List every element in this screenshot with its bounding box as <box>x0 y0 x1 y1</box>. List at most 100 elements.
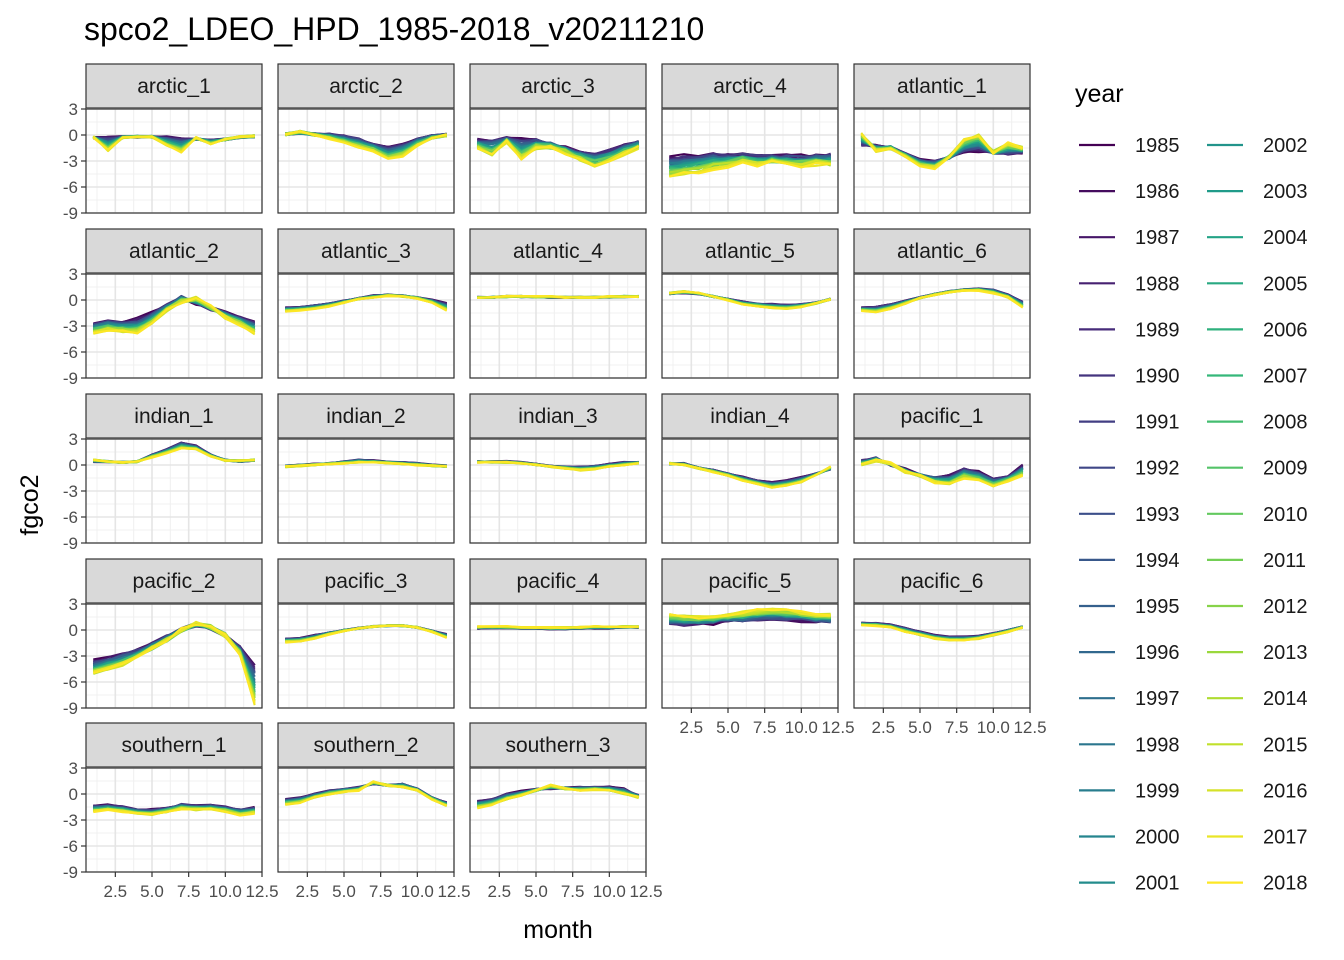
series-line-2018 <box>860 133 1024 171</box>
y-tick-label: -6 <box>63 673 78 692</box>
legend-label: 2011 <box>1263 550 1306 572</box>
facet-strip <box>469 228 647 274</box>
y-tick-label: -6 <box>63 508 78 527</box>
facet-strip <box>853 63 1031 109</box>
panel-border <box>661 438 839 544</box>
x-tick-label: 2.5 <box>680 718 704 737</box>
legend-item-1987: 1987 <box>1079 227 1180 249</box>
x-tick-label: 10.0 <box>401 882 434 901</box>
facet-strip-label: atlantic_4 <box>513 240 603 263</box>
series-lines <box>477 459 639 472</box>
panel-border <box>277 438 455 544</box>
legend-label: 2005 <box>1263 273 1308 295</box>
legend-label: 2010 <box>1263 504 1308 526</box>
facet-strip-label: indian_2 <box>326 405 405 428</box>
facet-strip <box>85 63 263 109</box>
facet-strip-label: atlantic_6 <box>897 240 987 263</box>
y-tick-label: -9 <box>63 204 78 223</box>
x-tick-label: 5.0 <box>908 718 932 737</box>
x-tick-label: 10.0 <box>593 882 626 901</box>
facet-strip <box>469 558 647 604</box>
facet-strip <box>85 228 263 274</box>
y-tick-label: 0 <box>69 785 78 804</box>
facet-strip-label: arctic_2 <box>329 75 403 98</box>
facet-strip <box>853 228 1031 274</box>
legend-item-1999: 1999 <box>1079 780 1180 802</box>
legend-label: 2009 <box>1263 458 1308 480</box>
x-tick-label: 5.0 <box>524 882 548 901</box>
facet-atlantic_2: atlantic_2 3 0 -3 -6 -9 <box>63 228 263 388</box>
legend-item-2002: 2002 <box>1207 135 1308 157</box>
facet-strip-label: atlantic_2 <box>129 240 219 263</box>
series-line-2018 <box>860 458 1024 487</box>
panel-border <box>277 273 455 379</box>
facet-strip <box>661 63 839 109</box>
legend-label: 2017 <box>1263 827 1308 849</box>
facet-strip <box>277 228 455 274</box>
series-line-2018 <box>477 294 639 299</box>
facet-strip <box>277 558 455 604</box>
legend-label: 1988 <box>1135 273 1180 295</box>
legend-item-2009: 2009 <box>1207 458 1308 480</box>
facet-strip-label: pacific_3 <box>325 570 408 593</box>
facet-strip-label: atlantic_3 <box>321 240 411 263</box>
x-tick-label: 7.5 <box>753 718 777 737</box>
series-lines <box>669 607 831 627</box>
facet-strip-label: arctic_1 <box>137 75 211 98</box>
series-line-2018 <box>285 130 447 160</box>
series-lines <box>476 136 640 168</box>
panel-border <box>469 767 647 873</box>
legend-label: 2018 <box>1263 873 1308 895</box>
facet-southern_3: southern_3 2.5 5.0 7.5 10.0 12.5 <box>469 722 663 901</box>
series-lines <box>477 625 639 631</box>
legend-item-1996: 1996 <box>1079 642 1180 664</box>
legend-label: 2013 <box>1263 642 1308 664</box>
x-tick-label: 2.5 <box>104 882 128 901</box>
facet-strip <box>85 722 263 768</box>
series-line-2018 <box>93 807 255 817</box>
series-lines <box>284 129 447 160</box>
legend-item-2012: 2012 <box>1207 596 1308 618</box>
series-lines <box>669 290 831 310</box>
y-tick-label: -6 <box>63 178 78 197</box>
y-tick-label: -9 <box>63 863 78 882</box>
facet-strip-label: arctic_4 <box>713 75 787 98</box>
x-tick-label: 7.5 <box>945 718 969 737</box>
panel-border <box>853 603 1031 709</box>
x-tick-label: 5.0 <box>140 882 164 901</box>
panel-border <box>469 273 647 379</box>
legend-label: 2003 <box>1263 181 1308 203</box>
facet-atlantic_3: atlantic_3 <box>277 228 455 379</box>
legend-label: 2015 <box>1263 734 1308 756</box>
facet-arctic_4: arctic_4 <box>661 63 839 214</box>
x-tick-label: 10.0 <box>785 718 818 737</box>
facet-strip <box>469 393 647 439</box>
facet-pacific_4: pacific_4 <box>469 558 647 709</box>
facet-strip-label: arctic_3 <box>521 75 595 98</box>
legend-item-1994: 1994 <box>1079 550 1180 572</box>
legend-label: 1996 <box>1135 642 1180 664</box>
y-tick-label: 0 <box>69 126 78 145</box>
legend-item-2010: 2010 <box>1207 504 1308 526</box>
facet-pacific_6: pacific_6 2.5 5.0 7.5 10.0 12.5 <box>853 558 1047 737</box>
facet-atlantic_6: atlantic_6 <box>853 228 1031 379</box>
legend-item-2017: 2017 <box>1207 827 1308 849</box>
facet-strip <box>661 558 839 604</box>
series-line-2018 <box>669 160 831 178</box>
legend-label: 2004 <box>1263 227 1308 249</box>
x-tick-label: 7.5 <box>177 882 201 901</box>
legend-label: 2007 <box>1263 366 1308 388</box>
y-tick-label: 3 <box>69 100 78 119</box>
legend-item-2000: 2000 <box>1079 827 1180 849</box>
legend-label: 1995 <box>1135 596 1180 618</box>
facet-southern_2: southern_2 2.5 5.0 7.5 10.0 12.5 <box>277 722 471 901</box>
legend-label: 2002 <box>1263 135 1308 157</box>
panel-border <box>853 108 1031 214</box>
legend-item-1989: 1989 <box>1079 319 1180 341</box>
facet-arctic_1: arctic_1 3 0 -3 -6 -9 <box>63 63 263 223</box>
legend-item-2016: 2016 <box>1207 780 1308 802</box>
x-tick-label: 7.5 <box>369 882 393 901</box>
facet-strip-label: southern_2 <box>313 734 418 757</box>
series-line-2018 <box>285 624 448 644</box>
series-line-2018 <box>93 297 256 335</box>
